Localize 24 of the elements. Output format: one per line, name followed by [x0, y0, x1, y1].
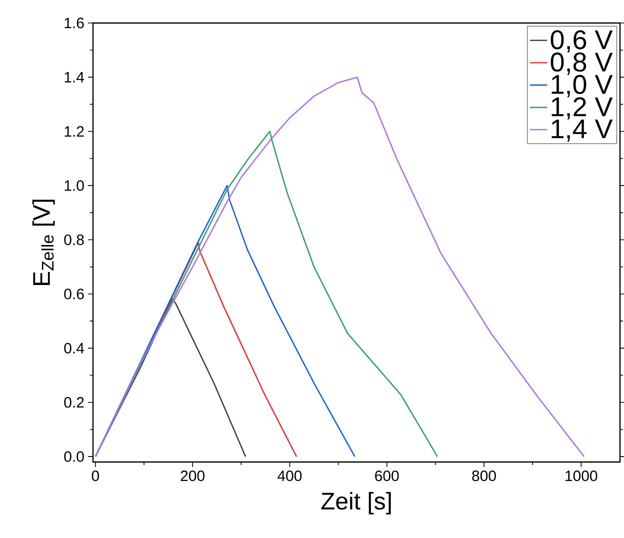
x-tick-label: 600 [375, 470, 399, 482]
y-tick-label: 0.2 [64, 397, 84, 408]
y-tick-label: 1.2 [64, 126, 84, 137]
x-tick-label: 400 [278, 470, 302, 482]
y-tick-label: 1.6 [64, 18, 84, 28]
x-tick-label: 200 [180, 470, 204, 482]
y-axis-title: E$_{Zelle}$ [V] [32, 200, 55, 285]
legend-label: 1,2 V [552, 97, 613, 120]
line-series [94, 76, 585, 458]
x-axis-title: Zeit [s] [321, 492, 391, 514]
y-tick-label: 0.8 [64, 234, 84, 246]
y-tick-label: 0.0 [64, 451, 84, 462]
legend-label: 0,6 V [550, 30, 613, 52]
y-tick-label: 1.0 [64, 180, 84, 191]
y-tick-label: 1.4 [64, 72, 84, 82]
line-series [94, 184, 356, 458]
legend-label: 0,8 V [550, 52, 613, 75]
x-tick-label: 0 [92, 470, 100, 482]
x-tick-label: 800 [472, 470, 496, 482]
x-tick-label: 1000 [566, 470, 598, 482]
y-tick-label: 0.6 [64, 288, 84, 300]
y-tick-label: 0.4 [64, 342, 84, 354]
legend-label: 1,0 V [552, 74, 613, 98]
legend-label: 1,4 V [552, 120, 613, 142]
